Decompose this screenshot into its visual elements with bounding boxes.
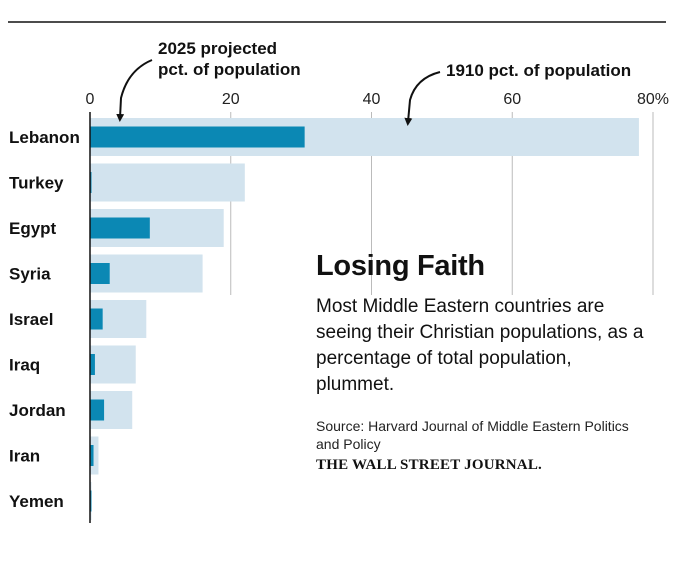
x-tick-label: 0 (86, 91, 95, 108)
legend-label-1910: 1910 pct. of population (446, 61, 631, 80)
chart-description: Most Middle Eastern countries are seeing… (316, 296, 644, 395)
country-label-iran: Iran (9, 447, 40, 466)
x-tick-label: 60 (503, 91, 521, 108)
legend-arrow-1910 (404, 71, 441, 126)
bar-2025-israel (90, 308, 103, 330)
bar-2025-syria (90, 263, 110, 284)
bars (90, 118, 639, 520)
publisher-logo: THE WALL STREET JOURNAL. (316, 457, 542, 473)
legend-arrow-2025 (116, 59, 153, 122)
bar-2025-iran (90, 445, 94, 466)
bar-1910-turkey (90, 163, 245, 202)
country-label-lebanon: Lebanon (9, 128, 80, 147)
country-label-israel: Israel (9, 310, 53, 329)
country-label-syria: Syria (9, 265, 51, 284)
x-tick-label: 40 (363, 91, 381, 108)
bar-2025-jordan (90, 399, 105, 421)
x-tick-label: 20 (222, 91, 240, 108)
bar-1910-iran (90, 436, 99, 475)
bar-1910-iraq (90, 345, 136, 384)
x-tick-label: 80% (637, 91, 669, 108)
category-labels: Lebanon Turkey Egypt Syria Israel Iraq Jordan I… (9, 128, 80, 511)
bar-2025-lebanon (90, 126, 305, 148)
bar-2025-egypt (90, 217, 150, 239)
bar-2025-iraq (90, 354, 95, 375)
x-axis-ticks: 0 20 40 60 80% (86, 91, 669, 108)
country-label-jordan: Jordan (9, 401, 66, 420)
legend-label-2025: 2025 projected pct. of population (158, 39, 301, 79)
source-note: Source: Harvard Journal of Middle Easter… (316, 418, 629, 452)
legend-annotations: 2025 projected pct. of population 1910 pct… (116, 39, 631, 126)
country-label-egypt: Egypt (9, 219, 57, 238)
country-label-turkey: Turkey (9, 174, 64, 193)
chart-headline: Losing Faith (316, 250, 485, 282)
country-label-iraq: Iraq (9, 356, 40, 375)
country-label-yemen: Yemen (9, 492, 64, 511)
